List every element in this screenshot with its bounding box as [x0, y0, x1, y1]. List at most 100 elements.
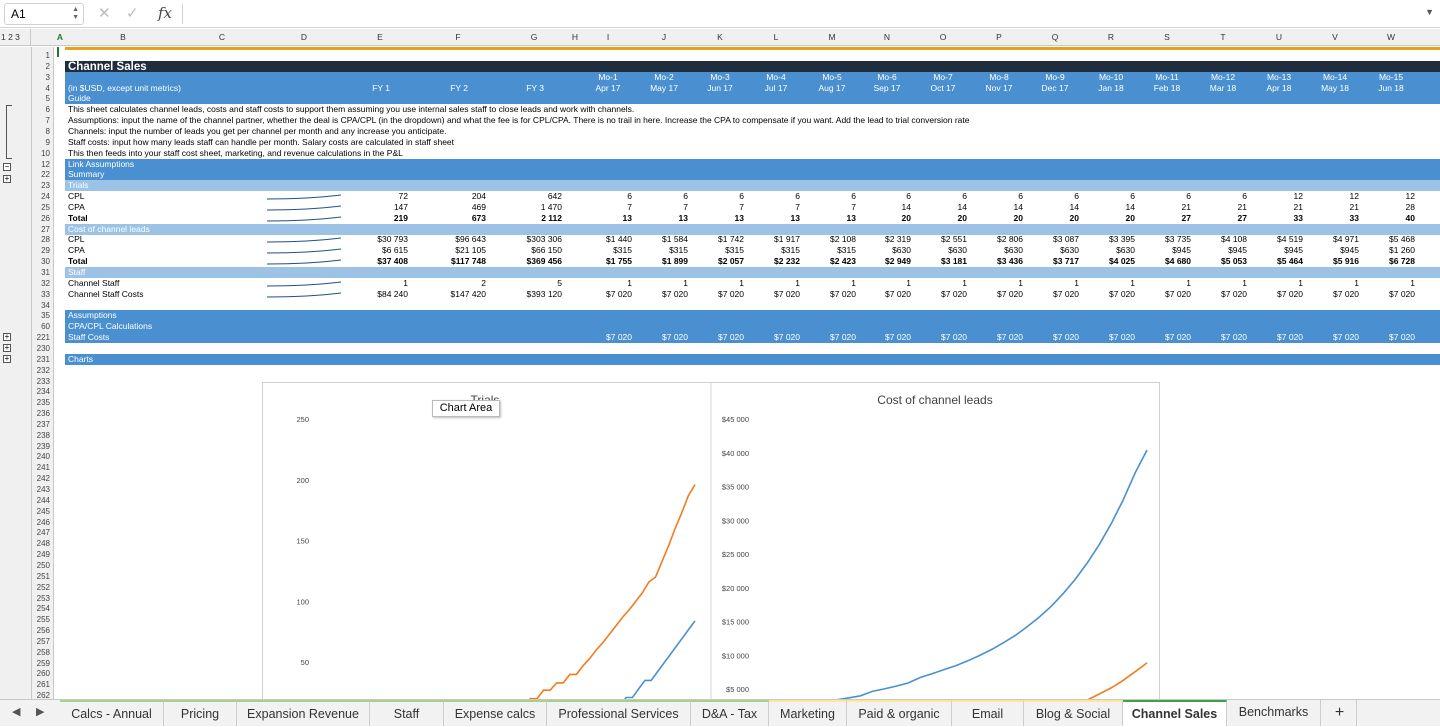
month-value[interactable]: $5 916 [1333, 256, 1359, 267]
month-header[interactable]: Mo-11 [1155, 71, 1179, 82]
month-value[interactable]: 14 [957, 201, 967, 212]
fy-value[interactable]: $303 306 [526, 234, 562, 245]
section-label-cost[interactable]: Cost of channel leads [68, 223, 150, 234]
month-value[interactable]: 13 [790, 212, 800, 223]
fy-value[interactable]: $66 150 [531, 245, 562, 256]
row-header-232[interactable]: 232 [36, 365, 50, 375]
sheet-tab[interactable]: Email [952, 700, 1024, 726]
row-header-234[interactable]: 234 [36, 387, 50, 397]
month-value[interactable]: $7 020 [606, 288, 632, 299]
fy-value[interactable]: 2 112 [541, 212, 562, 223]
column-header-p[interactable]: P [996, 32, 1002, 42]
month-value[interactable]: 13 [734, 212, 744, 223]
row-header-25[interactable]: 25 [41, 202, 50, 212]
row-label[interactable]: Channel Staff Costs [68, 288, 144, 299]
month-value[interactable]: 28 [1405, 201, 1415, 212]
row-header-246[interactable]: 246 [36, 517, 50, 527]
month-value[interactable]: 13 [622, 212, 632, 223]
month-value[interactable]: $1 742 [718, 234, 744, 245]
section-label-staff_costs[interactable]: Staff Costs [68, 332, 110, 343]
month-value[interactable]: $1 440 [606, 234, 632, 245]
staff-cost-value[interactable]: $7 020 [1109, 332, 1135, 343]
month-value[interactable]: $7 020 [997, 288, 1023, 299]
month-value[interactable]: $630 [948, 245, 967, 256]
row-header-248[interactable]: 248 [36, 539, 50, 549]
column-header-q[interactable]: Q [1051, 32, 1059, 42]
row-label[interactable]: CPA [68, 245, 85, 256]
fy-value[interactable]: 1 470 [540, 201, 562, 212]
month-value[interactable]: $1 755 [606, 256, 632, 267]
row-header-251[interactable]: 251 [36, 571, 50, 581]
month-value[interactable]: 6 [795, 191, 800, 202]
guide-text[interactable]: Staff costs: input how many leads staff … [68, 136, 455, 147]
month-value[interactable]: $4 680 [1165, 256, 1191, 267]
previous-sheet-icon[interactable]: ◀ [12, 706, 21, 718]
row-header-242[interactable]: 242 [36, 474, 50, 484]
row-header-7[interactable]: 7 [45, 116, 50, 126]
units-label[interactable]: (in $USD, except unit metrics) [68, 82, 181, 93]
row-label[interactable]: CPA [68, 201, 85, 212]
month-header[interactable]: Mo-2 [654, 71, 674, 82]
fy-header[interactable]: FY 1 [372, 82, 390, 93]
month-value[interactable]: 6 [1130, 191, 1135, 202]
row-label[interactable]: Total [68, 256, 88, 267]
row-header-236[interactable]: 236 [36, 409, 50, 419]
month-value[interactable]: 1 [1410, 277, 1415, 288]
row-header-233[interactable]: 233 [36, 376, 50, 386]
month-header[interactable]: Mo-10 [1098, 71, 1124, 82]
month-value[interactable]: 12 [1405, 191, 1415, 202]
row-header-30[interactable]: 30 [41, 257, 50, 267]
staff-cost-value[interactable]: $7 020 [885, 332, 911, 343]
month-value[interactable]: 6 [739, 191, 744, 202]
guide-text[interactable]: Assumptions: input the name of the chann… [68, 115, 970, 126]
month-value[interactable]: 21 [1181, 201, 1191, 212]
month-value[interactable]: $7 020 [1109, 288, 1135, 299]
month-value[interactable]: 13 [678, 212, 688, 223]
month-value[interactable]: $2 108 [830, 234, 856, 245]
date-header[interactable]: Nov 17 [985, 82, 1013, 93]
month-value[interactable]: 1 [1074, 277, 1079, 288]
section-label-assumptions[interactable]: Assumptions [68, 310, 117, 321]
row-header-239[interactable]: 239 [36, 441, 50, 451]
month-header[interactable]: Mo-9 [1045, 71, 1065, 82]
next-sheet-icon[interactable]: ▶ [36, 706, 45, 718]
month-value[interactable]: $3 181 [941, 256, 967, 267]
sheet-tab[interactable]: D&A - Tax [691, 700, 769, 726]
month-value[interactable]: 6 [683, 191, 688, 202]
enter-icon[interactable]: ✓ [126, 5, 139, 22]
month-value[interactable]: $2 551 [941, 234, 967, 245]
fy-header[interactable]: FY 3 [526, 82, 544, 93]
month-value[interactable]: 1 [1242, 277, 1247, 288]
month-value[interactable]: $4 025 [1109, 256, 1135, 267]
date-header[interactable]: Feb 18 [1153, 82, 1181, 93]
section-label-link[interactable]: Link Assumptions [68, 158, 135, 169]
row-header-244[interactable]: 244 [36, 495, 50, 505]
sheet-tab[interactable]: Marketing [769, 700, 847, 726]
staff-cost-value[interactable]: $7 020 [1277, 332, 1303, 343]
row-label[interactable]: Channel Staff [68, 277, 120, 288]
column-header-k[interactable]: K [717, 32, 723, 42]
month-value[interactable]: 20 [1013, 212, 1023, 223]
month-value[interactable]: $7 020 [1389, 288, 1415, 299]
row-header-243[interactable]: 243 [36, 485, 50, 494]
month-value[interactable]: $2 319 [885, 234, 911, 245]
month-value[interactable]: $1 584 [662, 234, 688, 245]
month-header[interactable]: Mo-3 [710, 71, 730, 82]
fy-value[interactable]: $393 120 [526, 288, 562, 299]
staff-cost-value[interactable]: $7 020 [1333, 332, 1359, 343]
row-header-253[interactable]: 253 [36, 593, 50, 603]
month-value[interactable]: $7 020 [1165, 288, 1191, 299]
month-value[interactable]: $3 395 [1109, 234, 1135, 245]
month-value[interactable]: $2 232 [774, 256, 800, 267]
month-value[interactable]: 1 [739, 277, 744, 288]
sheet-tab[interactable]: Calcs - Annual [60, 700, 164, 726]
column-header-h[interactable]: H [571, 32, 579, 42]
fy-value[interactable]: 673 [471, 212, 486, 223]
date-header[interactable]: May 17 [650, 82, 678, 93]
row-header-8[interactable]: 8 [45, 126, 50, 136]
month-value[interactable]: 21 [1293, 201, 1303, 212]
row-header-60[interactable]: 60 [41, 322, 50, 332]
staff-cost-value[interactable]: $7 020 [718, 332, 744, 343]
row-header-6[interactable]: 6 [45, 105, 50, 115]
month-value[interactable]: 21 [1237, 201, 1247, 212]
